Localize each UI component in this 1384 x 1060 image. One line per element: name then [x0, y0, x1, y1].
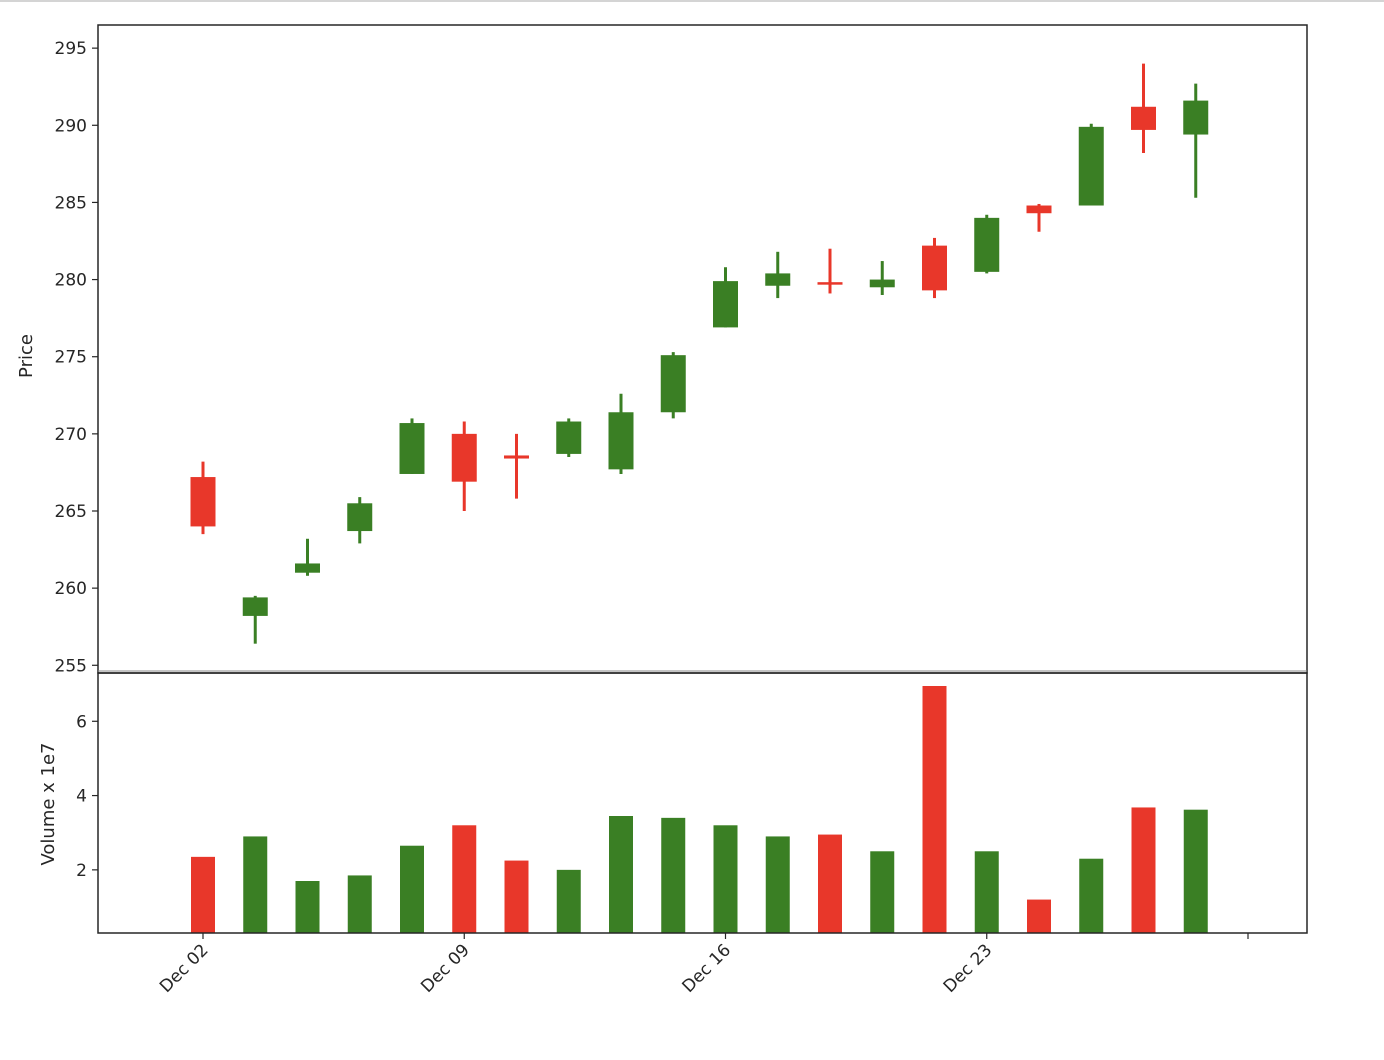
- price-y-tick-label: 265: [55, 502, 87, 522]
- candle: [1183, 83, 1209, 198]
- candle: [504, 433, 529, 499]
- volume-bar: [765, 836, 790, 933]
- volume-axis-label: Volume x 1e7: [38, 742, 59, 865]
- candle: [608, 393, 634, 474]
- candle: [399, 418, 425, 474]
- candle-body: [660, 355, 686, 413]
- price-panel: 255 260 265 270 275 280 285 290 295: [55, 24, 1308, 676]
- candle-body: [1078, 126, 1104, 206]
- candle: [974, 214, 1000, 274]
- candle-body: [922, 245, 947, 291]
- candle: [869, 261, 895, 295]
- candle-body: [504, 455, 529, 459]
- candle: [765, 251, 791, 299]
- x-axis: Dec 02 Dec 09 Dec 16 Dec 23: [156, 933, 1249, 997]
- candle-body: [556, 421, 582, 454]
- volume-bar: [609, 816, 633, 933]
- volume-bar: [922, 686, 947, 933]
- price-y-tick-label: 290: [55, 116, 87, 136]
- volume-bar: [974, 851, 999, 933]
- top-border: [0, 0, 1384, 2]
- volume-bar: [870, 851, 895, 933]
- candle-body: [1131, 106, 1156, 130]
- candle: [817, 248, 843, 294]
- x-tick-label: Dec 16: [679, 940, 736, 997]
- volume-bar: [1027, 899, 1051, 933]
- price-y-tick-label: 255: [55, 656, 87, 676]
- candle: [1078, 123, 1104, 206]
- volume-bar: [818, 834, 842, 933]
- x-tick-label: Dec 09: [417, 940, 474, 997]
- candle: [451, 421, 477, 511]
- candle: [242, 595, 268, 644]
- candle-body: [451, 433, 477, 482]
- x-tick-label: Dec 02: [156, 940, 213, 997]
- volume-bar: [713, 825, 738, 933]
- candle: [556, 418, 582, 457]
- volume-bar: [191, 856, 215, 933]
- candle: [295, 538, 320, 576]
- candle-body: [713, 281, 738, 328]
- price-panel-frame: [97, 24, 1308, 674]
- volume-bar: [400, 845, 424, 933]
- candle-body: [765, 273, 791, 286]
- price-y-tick-label: 285: [55, 193, 87, 213]
- candle: [713, 267, 738, 328]
- price-y-tick-label: 275: [55, 348, 87, 368]
- candle-body: [869, 279, 895, 288]
- x-tick-label: Dec 23: [940, 940, 997, 997]
- volume-bar: [504, 860, 529, 933]
- candle: [1026, 203, 1052, 232]
- candle: [1131, 63, 1156, 154]
- volume-bar: [295, 881, 320, 933]
- candle-body: [608, 412, 634, 470]
- candle-body: [347, 503, 373, 532]
- volume-bar: [1079, 858, 1104, 933]
- volume-panel: 2 4 6: [76, 672, 1308, 934]
- candle-body: [242, 597, 268, 616]
- candle: [190, 461, 216, 535]
- volume-bar: [1131, 807, 1156, 933]
- volume-y-tick-label: 4: [76, 787, 87, 807]
- price-y-tick-label: 260: [55, 579, 87, 599]
- candle: [660, 352, 686, 419]
- candle-body: [295, 563, 320, 573]
- price-y-tick-label: 295: [55, 39, 87, 59]
- volume-y-tick-label: 6: [76, 712, 87, 732]
- volume-bar: [556, 869, 581, 933]
- volume-bar: [243, 836, 268, 933]
- price-y-tick-label: 270: [55, 425, 87, 445]
- volume-panel-frame: [97, 672, 1308, 934]
- price-axis-label: Price: [16, 334, 37, 378]
- volume-bar: [661, 817, 686, 933]
- candle: [922, 237, 947, 299]
- candle-body: [817, 282, 843, 285]
- candle-body: [1183, 100, 1209, 135]
- candle-body: [190, 477, 216, 527]
- candle: [347, 497, 373, 544]
- volume-y-tick-label: 2: [76, 861, 87, 881]
- candle-body: [399, 423, 425, 474]
- price-y-tick-label: 280: [55, 271, 87, 291]
- candle-body: [1026, 205, 1052, 214]
- volume-bar: [347, 875, 372, 933]
- candle-body: [974, 217, 1000, 272]
- volume-bar: [1183, 809, 1208, 933]
- volume-bar: [452, 825, 477, 933]
